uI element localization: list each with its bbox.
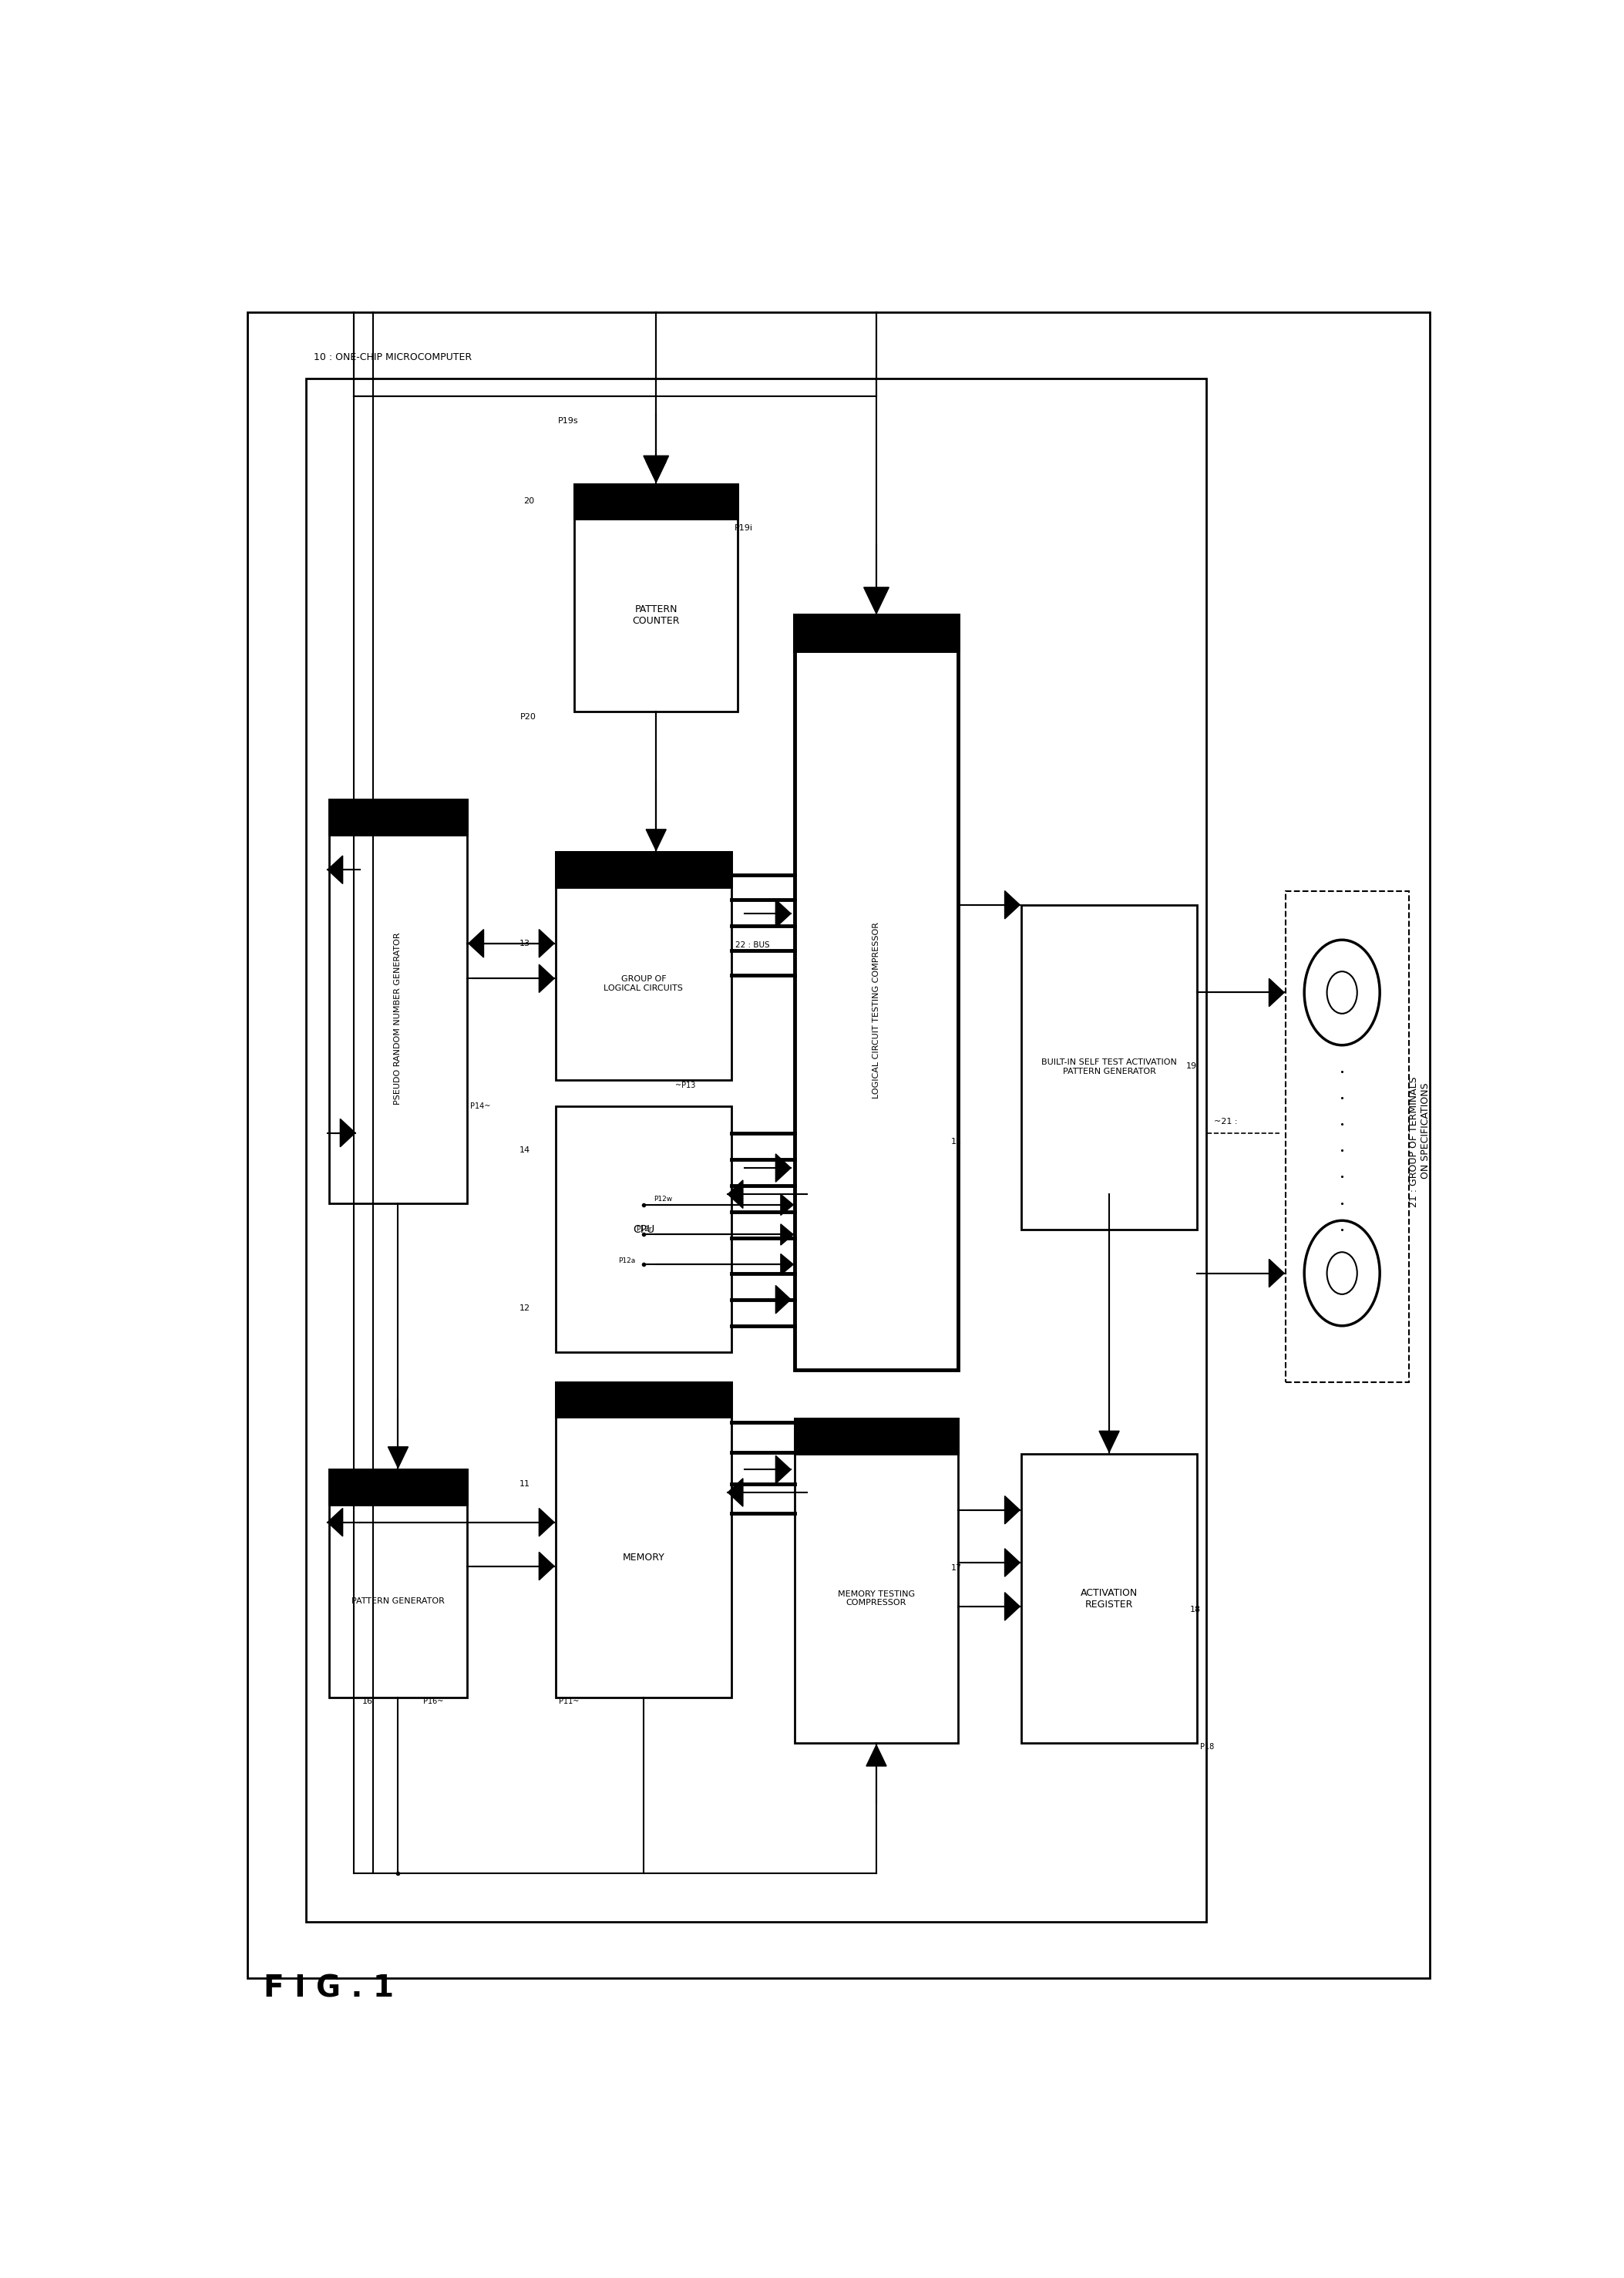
- Text: ~P13: ~P13: [676, 1082, 695, 1089]
- Text: P20: P20: [520, 713, 536, 722]
- Text: 10 : ONE-CHIP MICROCOMPUTER: 10 : ONE-CHIP MICROCOMPUTER: [313, 353, 473, 362]
- Text: PSEUDO RANDOM NUMBER GENERATOR: PSEUDO RANDOM NUMBER GENERATOR: [395, 932, 401, 1105]
- Bar: [328, 800, 468, 834]
- Text: GROUP OF
LOGICAL CIRCUITS: GROUP OF LOGICAL CIRCUITS: [604, 975, 684, 993]
- Text: 11: 11: [520, 1481, 529, 1488]
- Polygon shape: [1005, 1592, 1020, 1620]
- Bar: [307, 378, 1207, 1923]
- Polygon shape: [776, 1285, 791, 1314]
- Text: 22 : BUS: 22 : BUS: [736, 941, 770, 950]
- Bar: [575, 483, 737, 711]
- Polygon shape: [1099, 1431, 1119, 1451]
- Polygon shape: [781, 1194, 793, 1214]
- Text: 21 : GROUP OF TERMINALS
       ON SPECIFICATIONS: 21 : GROUP OF TERMINALS ON SPECIFICATION…: [1410, 1075, 1431, 1207]
- Bar: [794, 1419, 958, 1453]
- Polygon shape: [469, 929, 484, 957]
- Bar: [328, 1469, 468, 1506]
- Polygon shape: [646, 460, 666, 483]
- Polygon shape: [1005, 891, 1020, 918]
- Bar: [1021, 904, 1197, 1230]
- Polygon shape: [728, 1478, 742, 1506]
- Text: P19i: P19i: [734, 524, 752, 531]
- Polygon shape: [328, 857, 343, 884]
- Text: P18: P18: [1200, 1743, 1213, 1750]
- Polygon shape: [539, 1551, 554, 1581]
- Bar: [555, 852, 732, 886]
- Bar: [555, 1383, 732, 1697]
- Text: PATTERN
COUNTER: PATTERN COUNTER: [632, 604, 680, 626]
- Text: 13: 13: [520, 939, 529, 948]
- Text: 18: 18: [1190, 1606, 1202, 1613]
- Text: 14: 14: [520, 1146, 529, 1155]
- Bar: [555, 1383, 732, 1417]
- Polygon shape: [776, 900, 791, 927]
- Text: P11~: P11~: [559, 1697, 580, 1704]
- Text: P16~: P16~: [424, 1697, 443, 1704]
- Bar: [328, 1469, 468, 1697]
- Text: MEMORY TESTING
COMPRESSOR: MEMORY TESTING COMPRESSOR: [838, 1590, 914, 1606]
- Text: 16: 16: [362, 1697, 374, 1704]
- Polygon shape: [643, 456, 669, 483]
- Polygon shape: [781, 1223, 793, 1246]
- Polygon shape: [781, 1253, 793, 1276]
- Text: P12a: P12a: [619, 1257, 635, 1264]
- Bar: [794, 615, 958, 652]
- Text: P19s: P19s: [559, 417, 578, 424]
- Bar: [794, 1419, 958, 1743]
- Text: 12: 12: [520, 1305, 529, 1312]
- Bar: [794, 615, 958, 1369]
- Text: ACTIVATION
REGISTER: ACTIVATION REGISTER: [1080, 1588, 1138, 1608]
- Text: 20: 20: [523, 497, 534, 506]
- Polygon shape: [339, 1118, 356, 1146]
- Polygon shape: [776, 1155, 791, 1182]
- Text: CPU: CPU: [633, 1223, 654, 1235]
- Polygon shape: [1268, 1260, 1285, 1287]
- Text: ~21 :: ~21 :: [1213, 1118, 1237, 1125]
- Text: F I G . 1: F I G . 1: [263, 1975, 393, 2002]
- Polygon shape: [539, 964, 554, 993]
- Bar: [555, 852, 732, 1080]
- Text: P12w: P12w: [653, 1196, 672, 1203]
- Polygon shape: [1268, 980, 1285, 1007]
- Polygon shape: [646, 829, 666, 850]
- Text: 17: 17: [952, 1565, 961, 1572]
- Bar: [555, 1107, 732, 1353]
- Polygon shape: [539, 1508, 554, 1535]
- Polygon shape: [539, 929, 554, 957]
- Bar: [1021, 1453, 1197, 1743]
- Text: BUILT-IN SELF TEST ACTIVATION
PATTERN GENERATOR: BUILT-IN SELF TEST ACTIVATION PATTERN GE…: [1041, 1059, 1177, 1075]
- Polygon shape: [1005, 1549, 1020, 1576]
- Polygon shape: [328, 1508, 343, 1535]
- Text: 15: 15: [952, 1137, 961, 1146]
- Bar: [575, 483, 737, 519]
- Text: P14~: P14~: [469, 1103, 490, 1109]
- Polygon shape: [864, 588, 888, 613]
- Polygon shape: [1005, 1497, 1020, 1524]
- Polygon shape: [776, 1456, 791, 1483]
- Bar: [328, 800, 468, 1203]
- Text: 19: 19: [1187, 1062, 1197, 1071]
- Bar: [1286, 891, 1408, 1383]
- Polygon shape: [866, 1745, 887, 1765]
- Text: MEMORY: MEMORY: [622, 1551, 664, 1563]
- Polygon shape: [388, 1447, 408, 1467]
- Text: LOGICAL CIRCUIT TESTING COMPRESSOR: LOGICAL CIRCUIT TESTING COMPRESSOR: [872, 923, 880, 1098]
- Text: P12r: P12r: [637, 1226, 651, 1232]
- Polygon shape: [728, 1180, 742, 1207]
- Text: PATTERN GENERATOR: PATTERN GENERATOR: [351, 1597, 445, 1606]
